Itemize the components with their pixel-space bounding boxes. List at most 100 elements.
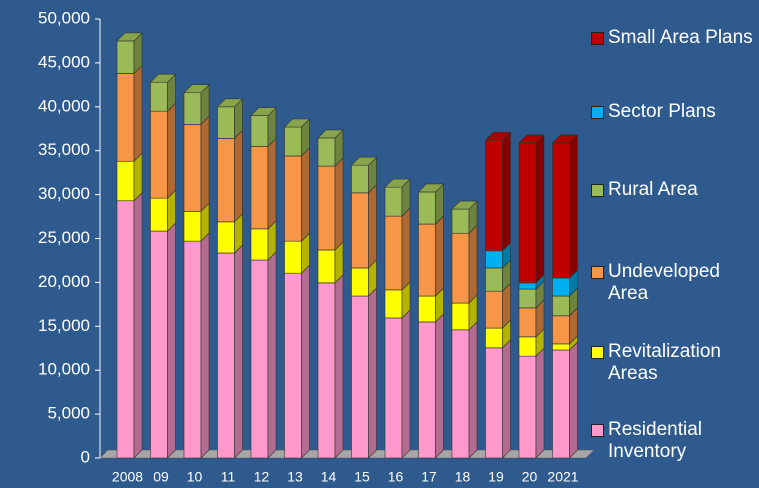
x-tick-label: 12 — [254, 469, 270, 485]
bar-segment — [283, 118, 311, 157]
bar-segment — [484, 339, 512, 459]
bar-top — [317, 129, 344, 139]
bar-side — [569, 341, 578, 459]
x-tick-label: 14 — [321, 469, 337, 485]
legend-item: Rural Area — [591, 179, 756, 201]
bar-segment — [149, 73, 177, 112]
bar — [284, 126, 302, 157]
bar — [552, 142, 570, 279]
bar-side — [267, 251, 277, 459]
bar — [552, 343, 570, 351]
bar-segment — [216, 244, 244, 459]
bar-top — [518, 134, 545, 144]
x-tick-label: 2008 — [112, 469, 143, 485]
bar-side — [435, 215, 444, 297]
bar-segment — [149, 102, 177, 199]
legend-item: Revitalization Areas — [591, 341, 756, 385]
bar — [384, 289, 403, 319]
bar — [552, 277, 570, 297]
x-tick-label: 18 — [455, 469, 471, 485]
bar — [250, 259, 269, 459]
bar — [418, 223, 436, 297]
bar — [250, 228, 269, 261]
bar-segment — [417, 313, 445, 459]
legend-label: Sector Plans — [608, 101, 716, 122]
bar — [418, 321, 436, 459]
bar-segment — [551, 341, 579, 459]
legend-swatch — [591, 32, 604, 45]
bar-top — [216, 98, 244, 108]
bar-side — [167, 102, 176, 199]
legend-item: Residential Inventory — [591, 419, 756, 463]
x-tick-label: 19 — [488, 469, 504, 485]
x-tick-label: 09 — [153, 469, 169, 485]
bar-segment — [216, 98, 244, 140]
bar-side — [267, 137, 277, 230]
legend-swatch — [591, 266, 604, 279]
bar-side — [200, 232, 210, 459]
bar — [552, 295, 570, 317]
bar — [116, 40, 135, 74]
bar-segment — [451, 200, 478, 234]
legend-swatch — [591, 346, 604, 359]
bar — [150, 110, 168, 199]
y-tick-label: 5,000 — [47, 404, 90, 423]
bar — [518, 307, 537, 338]
bar — [451, 329, 470, 459]
bar-segment — [216, 129, 244, 223]
bar — [351, 295, 369, 459]
bar — [250, 146, 269, 230]
bar-segment — [183, 115, 210, 213]
legend-item: Small Area Plans — [591, 27, 756, 49]
bar — [217, 138, 235, 223]
bar-segment — [250, 106, 277, 148]
bar-top — [183, 84, 210, 94]
x-tick-label: 15 — [354, 469, 370, 485]
bar-top — [283, 118, 311, 128]
bar — [485, 327, 503, 349]
bar-segment — [250, 137, 277, 230]
bar-segment — [317, 157, 344, 251]
bar — [284, 240, 302, 274]
bar — [485, 250, 503, 269]
bar — [217, 221, 235, 254]
y-tick-label: 15,000 — [38, 316, 90, 335]
bar-segment — [350, 184, 378, 269]
x-tick-label: 10 — [187, 469, 203, 485]
bar-top — [451, 200, 478, 210]
bar — [150, 230, 168, 459]
bar — [518, 355, 537, 459]
bar — [183, 92, 202, 125]
legend-swatch — [591, 184, 604, 197]
bar — [351, 164, 369, 194]
legend-label: Rural Area — [608, 179, 698, 200]
bar-segment — [183, 84, 210, 126]
bar-segment — [384, 207, 411, 291]
bar — [150, 81, 168, 112]
bar-side — [535, 347, 545, 459]
bar-segment — [551, 134, 579, 279]
legend-swatch — [591, 106, 604, 119]
bar-side — [368, 184, 377, 269]
y-tick-label: 30,000 — [38, 184, 90, 203]
bar — [217, 252, 235, 459]
bar — [384, 317, 403, 459]
y-tick-label: 0 — [81, 447, 90, 466]
bar — [418, 191, 436, 225]
bar-side — [133, 192, 143, 459]
bar-segment — [283, 264, 311, 459]
bar-side — [167, 222, 176, 459]
bar — [485, 139, 503, 252]
bar — [150, 197, 168, 232]
bar-segment — [384, 178, 411, 217]
bar-side — [301, 264, 310, 459]
bar — [351, 192, 369, 269]
bar — [451, 232, 470, 304]
y-tick-label: 40,000 — [38, 96, 90, 115]
bar-side — [234, 244, 243, 459]
bar — [217, 106, 235, 139]
bar — [183, 210, 202, 242]
bar-side — [502, 131, 511, 252]
x-tick-label: 11 — [221, 469, 236, 485]
